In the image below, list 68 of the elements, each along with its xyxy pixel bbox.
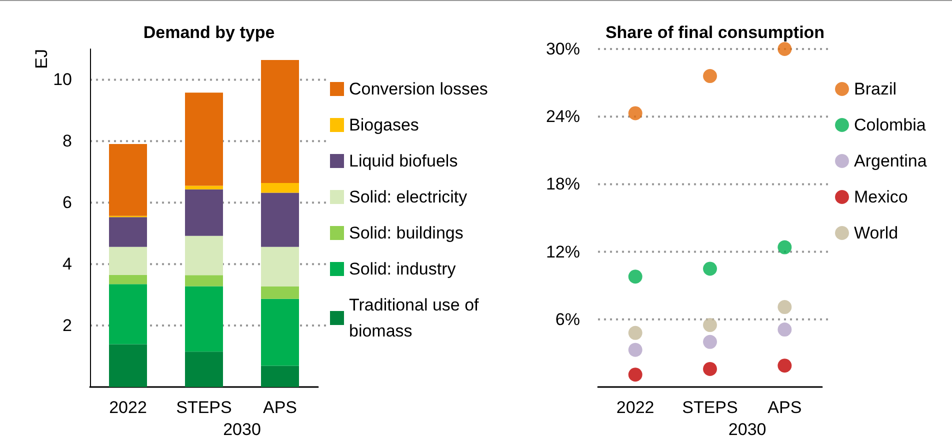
point <box>778 300 792 314</box>
bar <box>185 189 223 236</box>
y-tick-label: 8 <box>62 132 72 151</box>
y-tick-label: 4 <box>62 254 72 274</box>
bar <box>109 284 147 344</box>
y-tick-label: 24% <box>546 107 580 126</box>
legend-label: Solid: buildings <box>349 224 464 242</box>
legend-label: World <box>854 224 898 242</box>
point <box>628 106 642 120</box>
bar <box>261 298 299 366</box>
bar <box>109 217 147 247</box>
x-tick-label: 2022 <box>109 398 147 417</box>
y-tick-label: 12% <box>546 242 580 262</box>
bar <box>109 344 147 387</box>
point <box>778 322 792 337</box>
legend-label: Colombia <box>854 116 926 134</box>
bar <box>185 275 223 286</box>
legend-label: Biogases <box>349 116 419 134</box>
bar <box>185 352 223 387</box>
bar <box>185 236 223 276</box>
y-axis-title: EJ <box>32 49 51 69</box>
x-tick-label: STEPS <box>176 398 232 417</box>
legend-label: Solid: industry <box>349 260 456 278</box>
bar <box>261 182 299 193</box>
y-tick-label: 6% <box>555 310 580 329</box>
bar <box>261 60 299 183</box>
legend-label: Brazil <box>854 80 897 98</box>
chart-title: Demand by type <box>143 23 275 42</box>
x-tick-label: APS <box>768 398 802 417</box>
point <box>703 69 717 84</box>
bar <box>261 246 299 287</box>
y-tick-label: 6 <box>62 193 72 212</box>
point <box>778 240 792 254</box>
point <box>628 326 642 340</box>
point <box>703 362 717 376</box>
bar <box>185 92 223 186</box>
bar <box>261 286 299 299</box>
chart-title: Share of final consumption <box>605 23 825 42</box>
bar <box>185 186 223 190</box>
x-tick-label: 2022 <box>616 398 654 417</box>
x-tick-label: APS <box>262 398 298 417</box>
point <box>703 318 717 332</box>
legend-label: Conversion losses <box>349 80 488 98</box>
bar <box>185 286 223 352</box>
point <box>778 42 792 56</box>
bar <box>261 366 299 387</box>
point <box>703 334 717 349</box>
legend-label: Liquid biofuels <box>349 152 458 170</box>
legend-label: Traditional use of biomass <box>349 296 484 340</box>
point <box>778 358 792 373</box>
bar <box>109 246 147 275</box>
y-tick-label: 10 <box>53 70 72 90</box>
legend-label: Mexico <box>854 188 908 206</box>
point <box>703 262 717 276</box>
x-tick-label: STEPS <box>682 398 738 417</box>
legend-label: Argentina <box>854 152 928 170</box>
bar <box>261 192 299 247</box>
bar <box>109 144 147 216</box>
point <box>628 368 642 382</box>
text: 2030 <box>728 420 766 439</box>
y-tick-label: 30% <box>546 40 580 58</box>
text: 2030 <box>223 420 261 439</box>
point <box>628 342 642 357</box>
y-tick-label: 2 <box>62 316 72 336</box>
point <box>628 270 642 284</box>
y-tick-label: 18% <box>546 174 580 194</box>
bar <box>109 274 147 284</box>
legend-label: Solid: electricity <box>349 188 468 206</box>
